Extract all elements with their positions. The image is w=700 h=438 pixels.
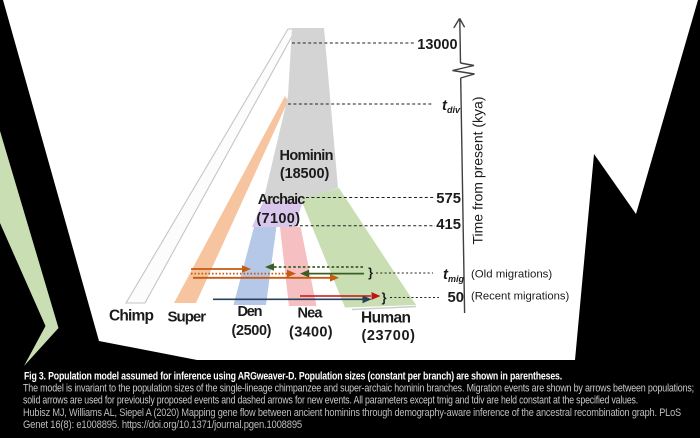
svg-text:(18500): (18500) xyxy=(280,166,330,182)
svg-text:(Recent migrations): (Recent migrations) xyxy=(471,291,569,303)
svg-text:Super: Super xyxy=(168,309,207,326)
svg-text:(23700): (23700) xyxy=(361,328,415,344)
svg-text:Genet 16(8): e1008895. https:/: Genet 16(8): e1008895. https://doi.org/1… xyxy=(23,419,302,431)
svg-text:575: 575 xyxy=(436,191,461,207)
svg-text:Nea: Nea xyxy=(298,306,324,322)
svg-text:Archaic: Archaic xyxy=(258,192,306,208)
svg-text:(7100): (7100) xyxy=(256,211,300,227)
svg-text:Hubisz MJ, Williams AL, Siepel: Hubisz MJ, Williams AL, Siepel A (2020) … xyxy=(23,407,681,419)
svg-text:Den: Den xyxy=(238,304,263,320)
svg-text:(2500): (2500) xyxy=(232,323,272,339)
svg-text:415: 415 xyxy=(436,217,461,233)
svg-text:Fig 3. Population model assume: Fig 3. Population model assumed for infe… xyxy=(24,371,562,383)
svg-text:(Old migrations): (Old migrations) xyxy=(471,269,552,281)
svg-text:Hominin: Hominin xyxy=(280,148,334,164)
svg-text:solid arrows are used for prev: solid arrows are used for previously pro… xyxy=(23,395,638,407)
svg-text:(3400): (3400) xyxy=(289,325,333,341)
svg-text:Chimp: Chimp xyxy=(109,308,154,325)
svg-text:13000: 13000 xyxy=(417,37,457,53)
svg-text:}: } xyxy=(382,291,387,305)
svg-text:Time from present (kya): Time from present (kya) xyxy=(470,97,486,245)
svg-text:Human: Human xyxy=(361,310,411,327)
svg-text:The model is invariant to the: The model is invariant to the population… xyxy=(23,383,694,395)
svg-text:}: } xyxy=(368,266,373,280)
svg-text:50: 50 xyxy=(448,290,464,306)
